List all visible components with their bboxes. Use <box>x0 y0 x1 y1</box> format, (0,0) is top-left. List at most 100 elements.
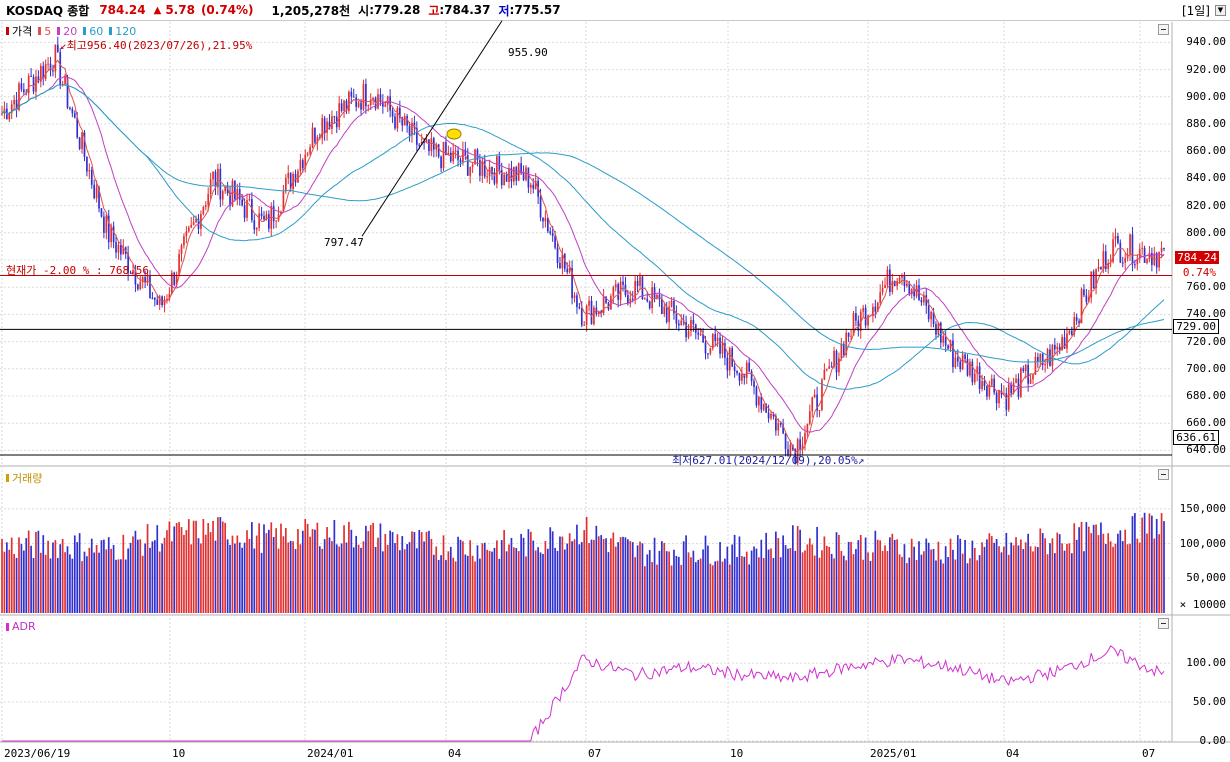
volume-minimize-icon[interactable] <box>1158 469 1169 480</box>
volume-bar <box>779 557 782 613</box>
volume-bar <box>660 541 663 613</box>
candle-body <box>146 275 149 282</box>
volume-bar <box>939 559 942 613</box>
volume-bar <box>214 540 217 613</box>
volume-bar <box>947 557 949 613</box>
candle-body <box>830 366 833 368</box>
volume-bar <box>61 538 64 613</box>
volume-bar <box>282 536 285 613</box>
volume-bar <box>170 541 173 613</box>
candle-body <box>1005 393 1008 410</box>
volume-bar <box>47 540 49 613</box>
volume-bar <box>15 557 18 613</box>
candle-body <box>246 200 248 218</box>
volume-bar <box>709 563 712 613</box>
volume-bar <box>127 548 129 613</box>
volume-bar <box>430 538 433 613</box>
candle-body <box>149 275 151 299</box>
candle-body <box>13 99 15 105</box>
volume-bar <box>1053 553 1056 613</box>
volume-bar <box>1039 528 1042 613</box>
candle-body <box>998 391 1000 404</box>
volume-bar <box>251 522 253 613</box>
candle-body <box>971 361 974 383</box>
candle-body <box>578 307 581 309</box>
candle-body <box>614 284 617 288</box>
volume-bar <box>1158 534 1160 613</box>
volume-bar <box>988 533 991 613</box>
volume-bar <box>891 533 894 613</box>
volume-bar <box>707 545 709 613</box>
candle-body <box>864 307 867 326</box>
candle-body <box>753 381 755 388</box>
volume-axis-label: 100,000 <box>1179 536 1226 550</box>
volume-bar <box>920 554 923 613</box>
candle-body <box>1136 258 1139 265</box>
volume-bar <box>515 548 518 613</box>
dropdown-arrow-icon[interactable]: ▼ <box>1215 4 1226 16</box>
index-name: KOSDAQ 종합 <box>6 3 90 18</box>
volume-bar <box>784 545 787 613</box>
candle-body <box>816 394 818 411</box>
volume-bar <box>49 558 52 613</box>
candle-body <box>811 397 814 412</box>
adr-minimize-icon[interactable] <box>1158 618 1169 629</box>
volume-bar <box>517 551 520 613</box>
volume-bar <box>833 558 835 613</box>
candle-body <box>326 121 328 133</box>
candle-body <box>515 167 518 181</box>
period-selector[interactable]: [1일] <box>1181 3 1210 18</box>
candle-body <box>73 113 76 118</box>
volume-bar <box>20 543 23 613</box>
candle-body <box>850 335 852 337</box>
candle-body <box>333 116 336 118</box>
volume-bar <box>1034 546 1037 613</box>
volume-bar <box>818 557 821 613</box>
candle-body <box>677 323 680 326</box>
volume-bar <box>1136 538 1139 613</box>
candle-body <box>719 337 721 354</box>
candle-body <box>922 295 925 303</box>
panel-minimize-icon[interactable] <box>1158 24 1169 35</box>
candle-body <box>454 150 457 152</box>
hline-636-tag[interactable]: 636.61 <box>1173 430 1219 445</box>
date-axis-label: 2025/01 <box>870 747 917 760</box>
volume-bar <box>806 544 809 613</box>
hline-729-tag[interactable]: 729.00 <box>1173 319 1219 334</box>
candle-body <box>653 287 656 299</box>
candle-body <box>1141 247 1144 249</box>
candle-body <box>716 337 719 341</box>
volume-bar <box>966 563 969 613</box>
volume-bar <box>411 531 413 613</box>
volume-bar <box>156 525 159 613</box>
price-axis-label: 920.00 <box>1186 62 1226 76</box>
volume-bar <box>488 550 491 613</box>
volume-bar <box>879 540 882 613</box>
candle-body <box>920 299 923 303</box>
volume-bar <box>292 541 294 613</box>
volume-bar <box>195 520 197 613</box>
volume-legend: 거래량 <box>6 470 42 486</box>
volume-bar <box>918 541 920 613</box>
candle-body <box>260 213 263 217</box>
volume-bar <box>1163 521 1165 613</box>
candle-body <box>901 275 903 278</box>
candle-body <box>1037 356 1039 362</box>
volume-bar <box>561 536 564 613</box>
volume-bar <box>728 564 731 613</box>
candle-body <box>396 107 399 129</box>
volume-bar <box>403 549 406 613</box>
price-axis-label: 800.00 <box>1186 225 1226 239</box>
volume-bar <box>612 532 615 613</box>
candle-body <box>813 394 816 398</box>
volume-bar <box>503 530 506 613</box>
volume-bar <box>738 536 741 613</box>
volume-bar <box>1051 538 1054 613</box>
volume-bar <box>702 549 704 613</box>
volume-bar <box>166 530 168 613</box>
candle-body <box>898 277 901 282</box>
volume-bar <box>493 547 496 613</box>
volume-bar <box>631 542 634 613</box>
candle-body <box>634 280 637 300</box>
candle-body <box>551 233 554 237</box>
